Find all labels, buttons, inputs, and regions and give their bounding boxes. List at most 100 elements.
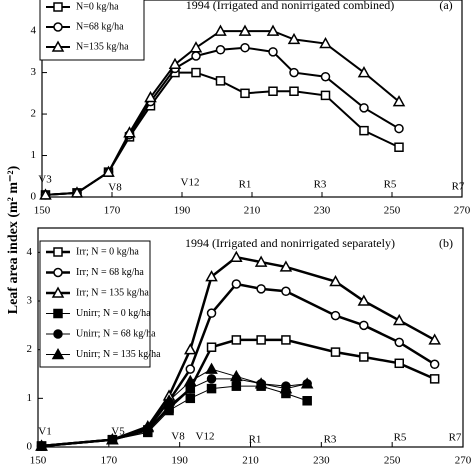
x-tick-label: 270	[455, 455, 472, 467]
legend-marker	[53, 22, 63, 32]
x-tick-label: 150	[34, 205, 51, 217]
legend-marker	[51, 286, 65, 298]
marker	[215, 76, 226, 86]
series-line	[41, 368, 308, 447]
legend-marker	[51, 40, 65, 52]
marker	[287, 32, 301, 45]
growth-stage-label: V1	[38, 426, 51, 438]
y-tick-label: 0	[31, 191, 37, 203]
marker	[191, 67, 201, 78]
marker	[70, 186, 84, 198]
growth-stage-label: R1	[239, 179, 252, 191]
x-tick-label: 150	[30, 455, 47, 467]
series-line	[41, 385, 308, 447]
marker	[215, 45, 226, 55]
marker	[359, 352, 369, 362]
marker	[359, 320, 369, 331]
marker	[357, 66, 371, 78]
y-tick-label: 2	[31, 108, 37, 120]
marker	[214, 24, 227, 36]
chart-title: 1994 (Irrigated and nonirrigated separat…	[185, 236, 395, 250]
x-tick-label: 210	[244, 205, 261, 217]
y-tick-label: 3	[27, 295, 33, 307]
marker	[205, 362, 218, 374]
legend-box	[39, 240, 151, 368]
growth-stage-label: R5	[384, 179, 397, 191]
y-tick-label: 1	[31, 149, 37, 161]
y-tick-label: 1	[27, 392, 33, 404]
growth-stage-label: R5	[394, 432, 407, 444]
marker	[35, 439, 48, 451]
legend-marker	[53, 329, 63, 339]
series-line	[45, 30, 400, 196]
marker	[184, 374, 197, 387]
marker	[144, 90, 157, 103]
growth-stage-label: V8	[171, 431, 185, 443]
marker	[168, 57, 182, 70]
marker	[185, 393, 196, 404]
chart-title: 1994 (Irrigated and nonirrigated combine…	[186, 0, 395, 12]
marker	[394, 142, 404, 152]
legend-label: N=135 kg/ha	[76, 41, 129, 52]
x-tick-label: 190	[174, 205, 191, 217]
growth-stage-label: V3	[38, 174, 52, 186]
series-line	[41, 378, 308, 447]
growth-stage-label: R3	[324, 434, 337, 446]
marker	[302, 396, 312, 406]
marker	[428, 333, 441, 345]
x-tick-label: 270	[454, 205, 471, 217]
x-tick-label: 170	[101, 455, 118, 467]
marker	[266, 24, 280, 36]
marker	[268, 86, 278, 96]
marker	[392, 313, 406, 326]
legend-marker	[53, 308, 63, 319]
marker	[281, 335, 291, 345]
marker	[256, 335, 266, 345]
legend-label: Irr; N = 135 kg/ha	[76, 287, 149, 298]
legend-marker	[53, 247, 63, 257]
y-tick-label: 4	[27, 246, 33, 258]
x-tick-label: 190	[171, 455, 188, 467]
series-line	[45, 71, 400, 196]
x-tick-label: 210	[242, 455, 259, 467]
x-tick-label: 250	[384, 205, 401, 217]
marker	[240, 42, 250, 53]
marker	[320, 90, 331, 101]
marker	[231, 335, 242, 345]
y-tick-label: 2	[27, 343, 33, 355]
marker	[231, 279, 242, 289]
marker	[240, 88, 250, 99]
marker	[230, 250, 243, 262]
y-axis-label: Leaf area index (m² m⁻²)	[6, 165, 21, 314]
y-tick-label: 0	[27, 441, 33, 453]
marker	[279, 382, 293, 394]
marker	[189, 41, 203, 53]
marker	[254, 255, 268, 267]
marker	[123, 126, 136, 138]
legend-label: Irr; N = 68 kg/ha	[76, 267, 144, 278]
marker	[230, 369, 243, 382]
marker	[206, 342, 217, 352]
legend-label: Unirr; N = 135 kg/ha	[76, 349, 161, 360]
marker	[300, 377, 314, 389]
growth-stage-label: R3	[314, 179, 327, 191]
legend-marker	[53, 2, 63, 12]
marker	[191, 51, 201, 61]
x-tick-label: 230	[313, 455, 330, 467]
series-line	[45, 46, 400, 196]
marker	[205, 270, 218, 282]
marker	[330, 310, 341, 321]
marker	[162, 394, 176, 406]
x-tick-label: 170	[104, 205, 121, 217]
y-tick-label: 3	[31, 66, 37, 78]
y-tick-label: 4	[31, 25, 37, 37]
marker	[238, 24, 252, 36]
growth-stage-label: R7	[452, 181, 465, 193]
legend-label: Unirr; N = 0 kg/ha	[76, 308, 151, 319]
marker	[39, 188, 52, 200]
legend-marker	[53, 267, 63, 278]
marker	[357, 294, 371, 306]
x-tick-label: 250	[384, 455, 401, 467]
marker	[329, 274, 342, 287]
